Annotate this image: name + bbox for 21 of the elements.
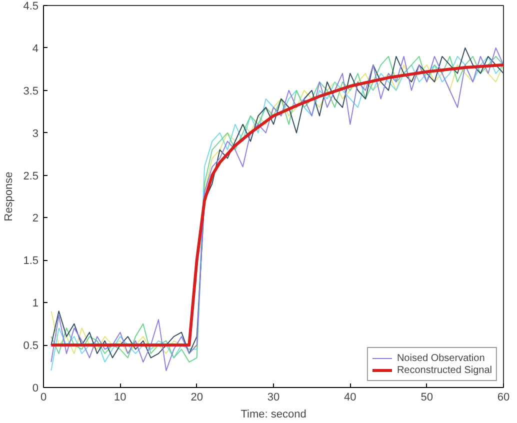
legend-label: Noised Observation [396,352,485,364]
y-tick-label: 1.5 [23,255,39,268]
y-tick-label: 3 [32,128,39,140]
x-tick-label: 10 [114,392,126,404]
y-tick-label: 4.5 [23,0,39,12]
y-tick-label: 0.5 [23,340,39,352]
x-tick-label: 30 [267,392,280,404]
y-tick-label: 2.5 [23,170,39,182]
legend-label: Reconstructed Signal [396,364,492,376]
y-tick-label: 3.5 [23,85,39,98]
x-tick-label: 0 [40,392,47,404]
y-tick-label: 4 [32,42,39,55]
y-axis-title: Response [3,172,16,222]
x-tick-label: 20 [190,392,203,404]
y-tick-label: 1 [32,298,39,310]
x-tick-label: 50 [420,392,433,404]
y-tick-label: 2 [32,212,39,225]
x-axis-title: Time: second [240,408,306,420]
y-tick-label: 0 [32,382,39,394]
x-tick-label: 60 [497,392,510,404]
x-tick-label: 40 [344,392,356,404]
